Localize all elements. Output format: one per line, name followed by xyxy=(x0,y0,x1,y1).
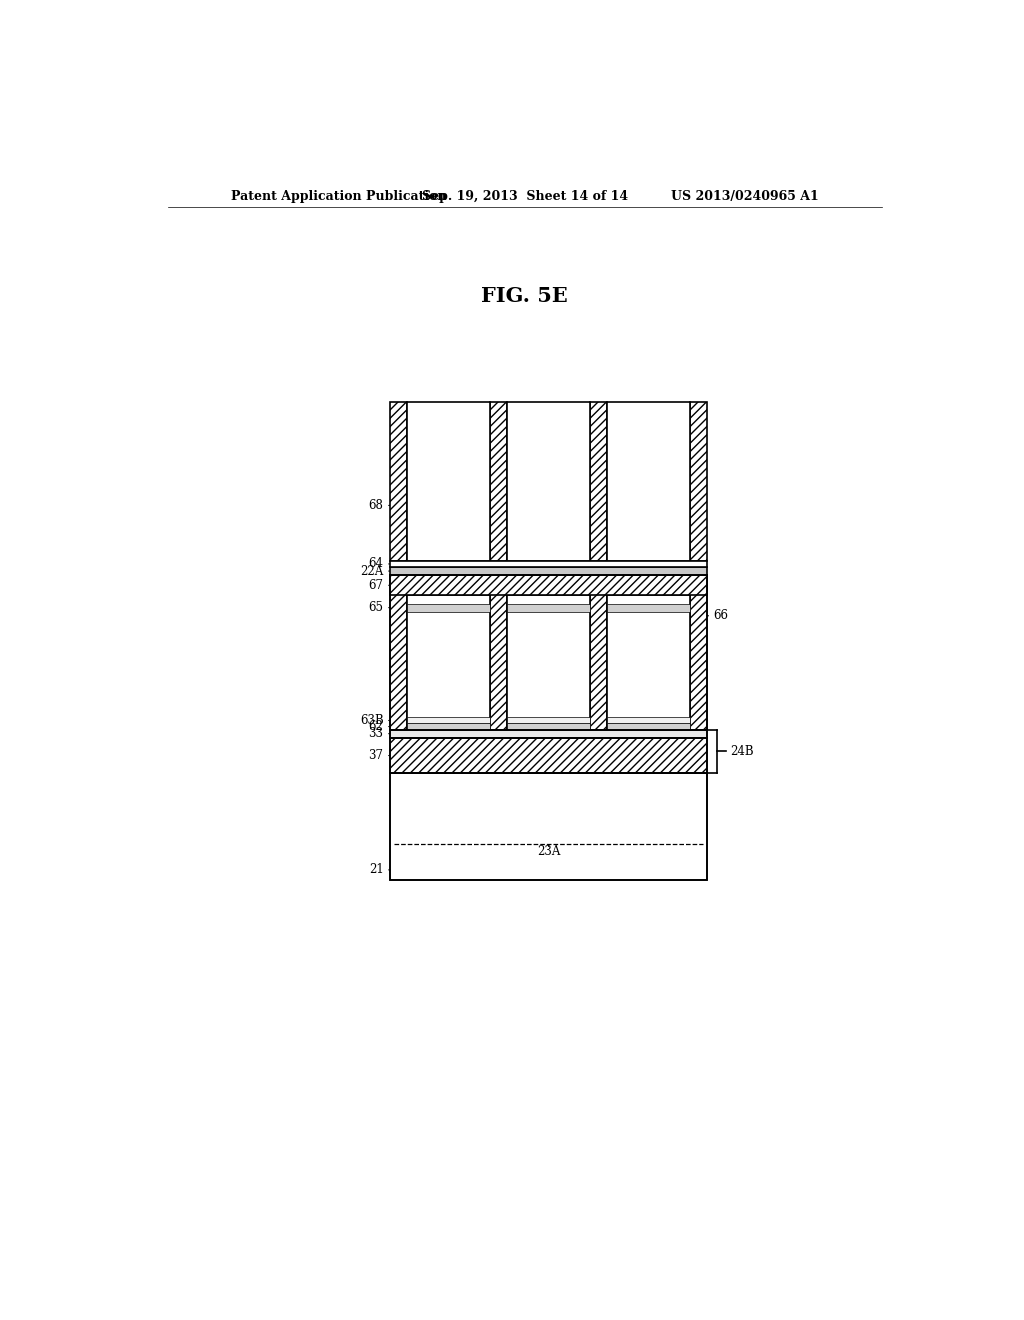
Bar xyxy=(390,774,708,880)
Bar xyxy=(408,718,489,722)
Bar xyxy=(390,576,408,730)
Text: 21: 21 xyxy=(369,863,384,876)
Bar xyxy=(690,403,708,561)
Text: 24A: 24A xyxy=(637,669,660,682)
Text: 62: 62 xyxy=(369,721,384,733)
Bar xyxy=(390,568,708,576)
Bar xyxy=(390,576,708,595)
Text: 23A: 23A xyxy=(537,845,560,858)
Text: 68: 68 xyxy=(369,499,384,512)
Text: 24B: 24B xyxy=(730,744,754,758)
Text: 33: 33 xyxy=(369,727,384,741)
Text: 24A: 24A xyxy=(537,669,560,682)
Bar xyxy=(489,403,507,561)
Bar xyxy=(390,738,708,774)
Bar xyxy=(607,595,690,730)
Text: 65: 65 xyxy=(369,601,384,614)
Bar xyxy=(607,603,690,611)
Bar xyxy=(390,730,708,738)
Text: 63B: 63B xyxy=(359,714,384,727)
Text: 24A: 24A xyxy=(437,669,461,682)
Bar xyxy=(607,403,690,561)
Text: Patent Application Publication: Patent Application Publication xyxy=(231,190,446,202)
Bar xyxy=(507,718,590,722)
Text: Sep. 19, 2013  Sheet 14 of 14: Sep. 19, 2013 Sheet 14 of 14 xyxy=(422,190,628,202)
Bar xyxy=(590,576,607,730)
Bar xyxy=(390,403,408,561)
Bar xyxy=(590,403,607,561)
Bar xyxy=(390,738,708,774)
Text: FIG. 5E: FIG. 5E xyxy=(481,285,568,306)
Bar xyxy=(390,561,708,568)
Bar xyxy=(408,595,489,730)
Text: 64: 64 xyxy=(369,557,384,570)
Text: US 2013/0240965 A1: US 2013/0240965 A1 xyxy=(671,190,818,202)
Bar xyxy=(390,595,708,730)
Bar xyxy=(390,576,708,730)
Text: 67: 67 xyxy=(369,578,384,591)
Bar xyxy=(507,603,590,611)
Bar xyxy=(690,576,708,730)
Bar xyxy=(408,403,489,561)
Bar xyxy=(408,603,489,611)
Bar xyxy=(507,403,590,561)
Bar xyxy=(489,576,507,730)
Text: 66: 66 xyxy=(714,610,729,622)
Text: 37: 37 xyxy=(369,748,384,762)
Bar xyxy=(408,722,489,730)
Bar xyxy=(390,730,708,738)
Bar xyxy=(507,722,590,730)
Text: 22A: 22A xyxy=(360,565,384,578)
Bar xyxy=(390,774,708,880)
Bar xyxy=(607,718,690,722)
Bar xyxy=(507,595,590,730)
Bar xyxy=(607,722,690,730)
